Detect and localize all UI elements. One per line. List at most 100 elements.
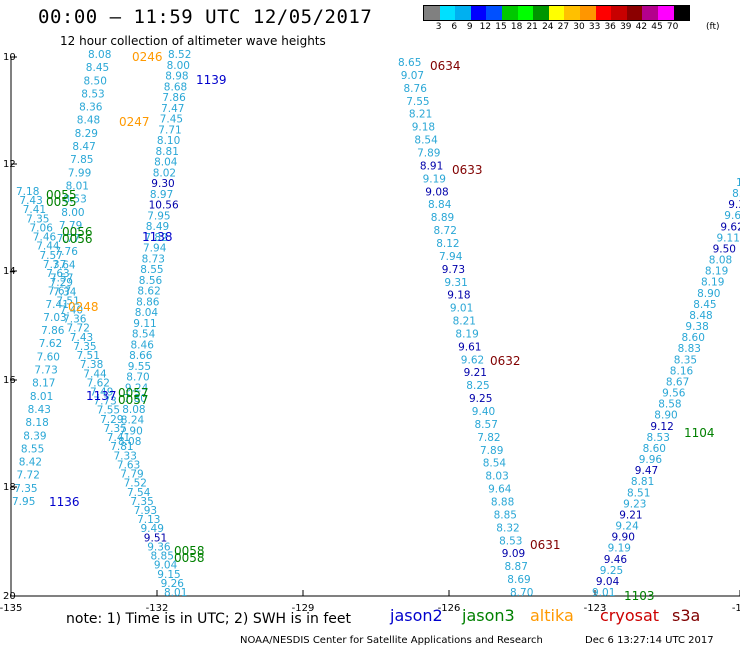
colorbar-unit-label: (ft): [706, 22, 720, 32]
colorbar-swatch: [657, 6, 674, 20]
swh-value: 9.18: [412, 122, 435, 134]
pass-time-label: 1136: [49, 495, 80, 509]
swh-value: 8.39: [23, 430, 46, 442]
swh-value: 8.35: [674, 354, 697, 366]
swh-value: 8.91: [420, 160, 443, 172]
colorbar-swatch: [548, 6, 565, 20]
swh-value: 7.71: [158, 124, 181, 136]
swh-value: 7.79: [120, 469, 143, 481]
swh-value: 7.79: [59, 220, 82, 232]
legend-altika: altika: [530, 606, 574, 625]
swh-value: 8.87: [505, 561, 528, 573]
swh-colorbar: [423, 5, 691, 21]
swh-value: 7.51: [77, 350, 100, 362]
swh-value: 9.04: [596, 576, 620, 588]
swh-value: 8.45: [693, 299, 716, 311]
swh-value: 7.62: [39, 338, 62, 350]
swh-value: 9.12: [650, 421, 673, 433]
swh-value: 8.48: [689, 310, 712, 322]
swh-value: 7.40: [60, 305, 83, 317]
lon-tick-label: -129: [292, 603, 315, 614]
swh-value: 8.01: [30, 391, 53, 403]
swh-value: 10: [736, 177, 740, 189]
swh-value: 9.62: [720, 221, 740, 233]
pass-time-label: 0632: [490, 354, 521, 368]
pass-time-label: 0247: [119, 115, 150, 129]
swh-value: 7.57: [50, 273, 73, 285]
lon-tick-label: -132: [146, 603, 169, 614]
swh-value: 8.56: [139, 275, 163, 287]
lon-tick-label: -123: [584, 603, 607, 614]
swh-value: 7.55: [97, 405, 120, 417]
swh-value: 8.73: [142, 253, 165, 265]
swh-value: 8.19: [705, 266, 728, 278]
colorbar-swatch: [595, 6, 612, 20]
swh-value: 9.23: [623, 498, 646, 510]
swh-value: 7.62: [87, 377, 110, 389]
colorbar-tick-label: 24: [542, 22, 554, 32]
swh-value: 7.77: [57, 233, 80, 245]
swh-value: 8.53: [81, 88, 104, 100]
swh-value: 8.45: [86, 62, 109, 74]
swh-value: 9.15: [157, 569, 180, 581]
colorbar-swatch: [611, 6, 627, 20]
pass-time-label: 0058: [174, 544, 205, 558]
swh-value: 7.55: [406, 96, 429, 108]
swh-value: 8.52: [168, 49, 191, 61]
swh-value: 9.01: [450, 303, 473, 315]
swh-value: 7.82: [144, 232, 167, 244]
swh-value: 8.29: [75, 128, 98, 140]
swh-value: 7.60: [37, 351, 60, 363]
swh-value: 8.46: [131, 339, 155, 351]
swh-value: 9.38: [685, 321, 708, 333]
swh-value: 7.52: [124, 478, 147, 490]
swh-value: 8.16: [670, 365, 694, 377]
swh-value: 8.68: [164, 81, 187, 93]
swh-value: 9.55: [128, 361, 151, 373]
swh-value: 9.49: [141, 523, 164, 535]
swh-value: 8.47: [72, 141, 95, 153]
swh-value: 8.42: [19, 457, 42, 469]
swh-value: 8.67: [666, 377, 689, 389]
colorbar-tick-label: 42: [635, 22, 648, 32]
swh-value: 9.04: [154, 560, 178, 572]
swh-value: 8.25: [466, 380, 489, 392]
swh-value: 7.41: [107, 432, 130, 444]
colorbar-swatch: [626, 6, 643, 20]
swh-value: 9.26: [161, 578, 185, 590]
colorbar-tick-label: 33: [588, 22, 601, 32]
swh-value: 7.36: [63, 314, 87, 326]
swh-value: 10.56: [149, 200, 179, 212]
swh-value: 8.60: [643, 443, 666, 455]
swh-value: 7.81: [110, 441, 133, 453]
pass-time-label: 1103: [624, 589, 655, 603]
colorbar-tick-label: 21: [526, 22, 538, 32]
swh-value: 7.43: [19, 195, 42, 207]
swh-value: 7.49: [90, 387, 113, 399]
swh-value: 7.35: [73, 341, 96, 353]
swh-value: 9.64: [488, 484, 512, 496]
swh-value: 8.98: [165, 71, 188, 83]
pass-time-label: 0056: [62, 232, 93, 246]
swh-value: 8.53: [647, 432, 670, 444]
colorbar-swatch: [486, 6, 502, 20]
pass-time-label: 0056: [62, 225, 93, 239]
swh-value: 9.19: [608, 543, 631, 555]
swh-value: 8.54: [132, 329, 156, 341]
pass-time-label: 1138: [142, 230, 173, 244]
pass-time-label: 0055: [46, 188, 77, 202]
colorbar-tick-label: 45: [651, 22, 663, 32]
credit-line: NOAA/NESDIS Center for Satellite Applica…: [240, 635, 543, 646]
swh-value: 9.24: [615, 521, 639, 533]
lat-tick-label: 20: [3, 591, 16, 602]
swh-value: 9.50: [713, 244, 736, 256]
map-title: 00:00 – 11:59 UTC 12/05/2017: [38, 6, 373, 28]
swh-value: 8.70: [510, 587, 533, 599]
swh-value: 9.11: [717, 232, 740, 244]
swh-value: 9.01: [592, 587, 615, 599]
swh-value: 8.76: [404, 83, 428, 95]
colorbar-swatch: [579, 6, 596, 20]
swh-value: 7.86: [162, 92, 186, 104]
